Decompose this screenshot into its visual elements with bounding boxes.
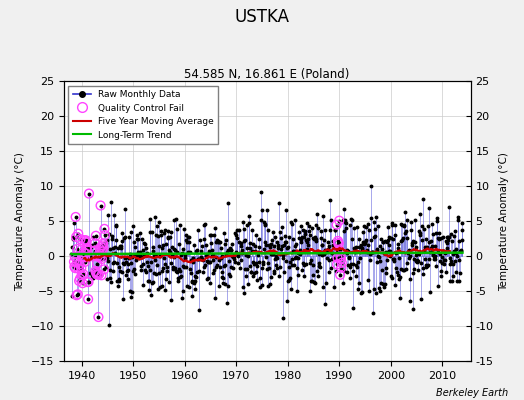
Point	[92, 232, 100, 239]
Y-axis label: Temperature Anomaly (°C): Temperature Anomaly (°C)	[15, 152, 25, 290]
Point	[96, 254, 104, 260]
Point	[93, 254, 102, 260]
Legend: Raw Monthly Data, Quality Control Fail, Five Year Moving Average, Long-Term Tren: Raw Monthly Data, Quality Control Fail, …	[68, 86, 218, 144]
Point	[96, 202, 105, 209]
Point	[100, 226, 108, 232]
Point	[100, 266, 108, 273]
Point	[93, 260, 101, 267]
Point	[94, 314, 103, 320]
Point	[81, 254, 89, 260]
Point	[78, 254, 86, 260]
Point	[337, 260, 346, 266]
Point	[75, 278, 83, 284]
Point	[335, 218, 343, 224]
Point	[74, 266, 83, 272]
Point	[71, 265, 80, 271]
Point	[91, 240, 99, 246]
Point	[82, 237, 90, 244]
Point	[97, 256, 106, 262]
Point	[333, 255, 342, 261]
Text: Berkeley Earth: Berkeley Earth	[436, 388, 508, 398]
Point	[100, 245, 108, 251]
Point	[79, 253, 87, 260]
Point	[73, 259, 81, 266]
Point	[336, 272, 344, 278]
Point	[77, 265, 85, 271]
Point	[81, 259, 89, 265]
Point	[97, 244, 105, 250]
Point	[101, 232, 109, 238]
Point	[79, 280, 87, 286]
Point	[337, 264, 345, 271]
Point	[72, 292, 81, 298]
Point	[77, 246, 85, 253]
Point	[334, 240, 343, 247]
Point	[94, 271, 102, 278]
Point	[73, 246, 82, 252]
Y-axis label: Temperature Anomaly (°C): Temperature Anomaly (°C)	[499, 152, 509, 290]
Point	[76, 236, 84, 242]
Point	[84, 296, 92, 302]
Point	[70, 264, 79, 270]
Point	[78, 272, 86, 278]
Point	[95, 246, 104, 252]
Point	[335, 240, 343, 246]
Point	[85, 254, 94, 260]
Point	[82, 239, 91, 246]
Point	[91, 268, 100, 274]
Point	[336, 253, 345, 260]
Point	[71, 254, 79, 260]
Point	[83, 247, 92, 253]
Point	[83, 245, 91, 251]
Point	[85, 190, 93, 197]
Point	[99, 240, 107, 247]
Point	[335, 247, 344, 254]
Text: USTKA: USTKA	[235, 8, 289, 26]
Point	[334, 238, 342, 244]
Point	[71, 214, 80, 220]
Point	[76, 276, 84, 282]
Point	[90, 248, 99, 254]
Point	[99, 242, 107, 249]
Point	[83, 279, 92, 285]
Point	[74, 291, 82, 298]
Point	[97, 272, 106, 278]
Title: 54.585 N, 16.861 E (Poland): 54.585 N, 16.861 E (Poland)	[184, 68, 350, 81]
Point	[80, 237, 89, 243]
Point	[98, 248, 106, 254]
Point	[95, 271, 103, 278]
Point	[81, 250, 90, 256]
Point	[72, 234, 80, 240]
Point	[80, 249, 88, 256]
Point	[84, 279, 93, 285]
Point	[337, 256, 345, 262]
Point	[93, 271, 101, 278]
Point	[333, 261, 341, 268]
Point	[75, 261, 84, 268]
Point	[95, 250, 103, 256]
Point	[92, 270, 101, 276]
Point	[70, 258, 78, 265]
Point	[74, 230, 82, 237]
Point	[79, 271, 88, 277]
Point	[332, 222, 341, 228]
